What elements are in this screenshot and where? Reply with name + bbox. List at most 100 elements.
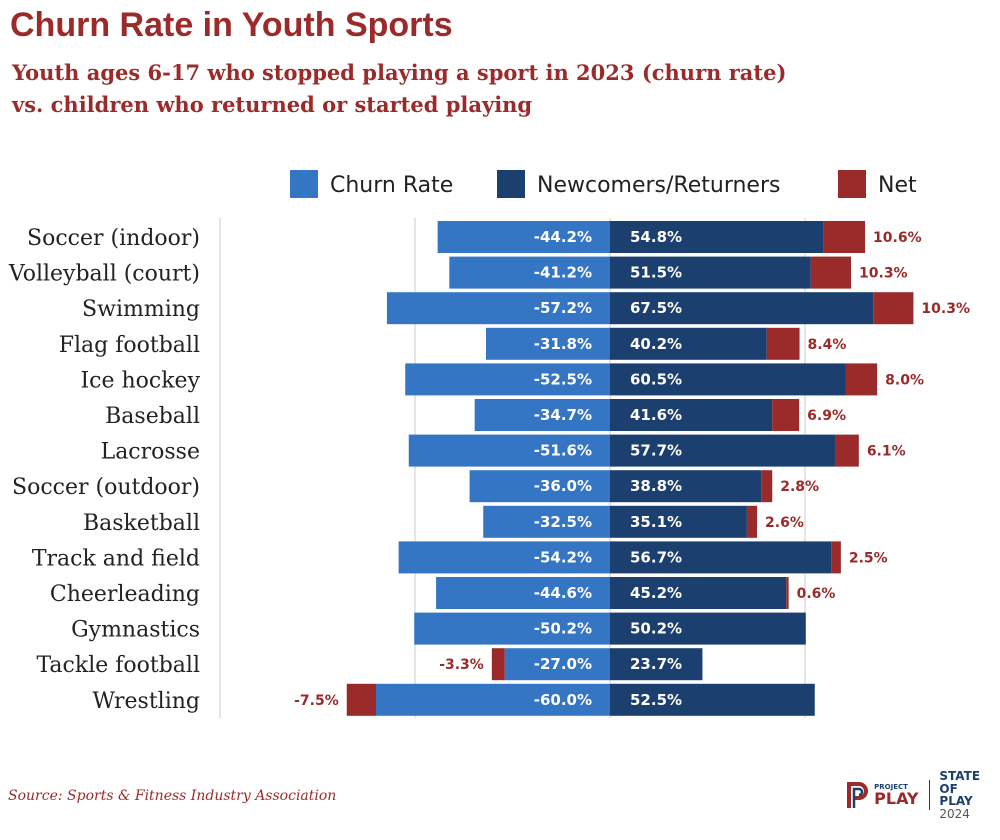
- newcomers-bar: [610, 399, 773, 431]
- logo-play2: PLAY: [939, 794, 973, 809]
- churn-bar: [437, 221, 610, 253]
- churn-bar: [469, 470, 610, 503]
- newcomers-label: 56.7%: [630, 548, 682, 566]
- category-label: Basketball: [83, 511, 200, 536]
- logo-year: 2024: [939, 806, 970, 821]
- churn-bar: [414, 612, 610, 645]
- churn-label: -44.2%: [534, 228, 592, 246]
- newcomers-bar: [610, 434, 836, 467]
- churn-label: -27.0%: [534, 655, 592, 673]
- category-label: Cheerleading: [50, 582, 200, 607]
- net-bar: [845, 363, 878, 396]
- newcomers-bar: [610, 505, 747, 538]
- category-label: Wrestling: [92, 689, 200, 714]
- legend-label: Newcomers/Returners: [537, 173, 780, 198]
- net-bar: [491, 648, 505, 681]
- chart-svg: Churn Rate Newcomers/Returners Net Soccer (…: [8, 170, 970, 718]
- net-bar: [835, 434, 859, 467]
- logo: PROJECT PLAY STATE OF PLAY 2024: [845, 770, 1000, 820]
- newcomers-label: 52.5%: [630, 691, 682, 709]
- logo-play: PLAY: [874, 788, 919, 808]
- net-label: 2.8%: [780, 479, 819, 495]
- churn-label: -51.6%: [534, 442, 592, 460]
- net-bar: [810, 256, 852, 289]
- net-label: 6.1%: [867, 444, 906, 460]
- churn-bar: [483, 505, 610, 538]
- legend-label: Net: [878, 173, 917, 198]
- churn-bar: [436, 577, 610, 609]
- churn-bar: [386, 292, 610, 325]
- churn-label: -41.2%: [534, 264, 592, 282]
- churn-label: -34.7%: [534, 406, 592, 424]
- category-label: Baseball: [105, 404, 200, 429]
- newcomers-bar: [610, 541, 832, 574]
- net-label: 8.4%: [808, 337, 847, 353]
- category-label: Lacrosse: [101, 440, 200, 465]
- category-label: Soccer (indoor): [27, 226, 200, 251]
- newcomers-label: 35.1%: [630, 513, 682, 531]
- churn-label: -32.5%: [534, 513, 592, 531]
- newcomers-bar: [610, 256, 811, 289]
- net-bar: [831, 541, 841, 574]
- newcomers-label: 50.2%: [630, 620, 682, 638]
- net-bar: [746, 505, 758, 538]
- newcomers-label: 38.8%: [630, 477, 682, 495]
- category-label: Track and field: [32, 546, 200, 571]
- net-label: -3.3%: [439, 657, 484, 673]
- newcomers-label: 67.5%: [630, 299, 682, 317]
- net-label: 2.5%: [849, 550, 888, 566]
- churn-bar: [398, 541, 610, 574]
- newcomers-bar: [610, 327, 767, 360]
- newcomers-label: 41.6%: [630, 406, 682, 424]
- category-label: Swimming: [82, 297, 200, 322]
- project-play-logo-icon: [847, 782, 868, 809]
- newcomers-label: 54.8%: [630, 228, 682, 246]
- newcomers-bar: [610, 648, 703, 681]
- net-bar: [766, 327, 800, 360]
- category-label: Soccer (outdoor): [12, 475, 200, 500]
- net-label: 0.6%: [797, 586, 836, 602]
- legend-swatch: [290, 170, 318, 198]
- churn-label: -52.5%: [534, 370, 592, 388]
- category-label: Gymnastics: [71, 618, 200, 643]
- newcomers-label: 51.5%: [630, 264, 682, 282]
- net-label: 10.6%: [873, 230, 922, 246]
- churn-label: -50.2%: [534, 620, 592, 638]
- churn-label: -60.0%: [534, 691, 592, 709]
- legend-swatch: [838, 170, 866, 198]
- chart-title: Churn Rate in Youth Sports: [10, 6, 453, 44]
- subtitle-line-2: vs. children who returned or started pla…: [12, 92, 533, 117]
- net-bar: [761, 470, 773, 503]
- net-bar: [823, 221, 866, 253]
- net-bar: [786, 577, 789, 609]
- source-note: Source: Sports & Fitness Industry Associ…: [8, 788, 337, 804]
- legend-swatch: [497, 170, 525, 198]
- newcomers-label: 23.7%: [630, 655, 682, 673]
- net-label: 8.0%: [885, 372, 924, 388]
- logo-project: PROJECT: [874, 782, 908, 791]
- newcomers-bar: [610, 221, 824, 253]
- newcomers-bar: [610, 292, 874, 325]
- churn-bar: [376, 683, 610, 716]
- churn-bar: [504, 648, 610, 681]
- net-label: 10.3%: [921, 301, 970, 317]
- churn-bar: [405, 363, 610, 396]
- net-bar: [873, 292, 914, 325]
- newcomers-bar: [610, 470, 762, 503]
- newcomers-bar: [610, 683, 815, 716]
- category-label: Tackle football: [36, 653, 200, 678]
- subtitle-line-1: Youth ages 6-17 who stopped playing a sp…: [12, 60, 787, 85]
- churn-label: -44.6%: [534, 584, 592, 602]
- net-bar: [346, 683, 376, 716]
- newcomers-label: 60.5%: [630, 370, 682, 388]
- churn-bar: [474, 399, 610, 431]
- churn-bar: [449, 256, 610, 289]
- newcomers-bar: [610, 363, 846, 396]
- churn-label: -54.2%: [534, 548, 592, 566]
- newcomers-bar: [610, 612, 806, 645]
- category-label: Flag football: [59, 333, 200, 358]
- newcomers-label: 40.2%: [630, 335, 682, 353]
- logo-state-of: STATE OF: [939, 769, 981, 796]
- net-label: 10.3%: [859, 266, 908, 282]
- churn-label: -31.8%: [534, 335, 592, 353]
